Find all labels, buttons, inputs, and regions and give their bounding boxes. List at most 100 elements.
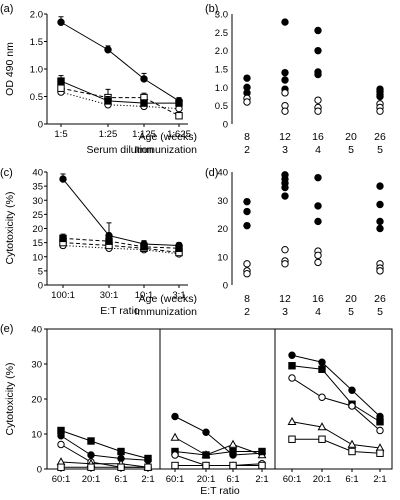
panel-e-point	[317, 422, 327, 431]
panel-e-y-tick-label: 20	[31, 395, 42, 406]
panel-b-age-row-label: Age (weeks)	[139, 131, 197, 143]
panel-b-filled-point	[281, 76, 289, 84]
panel-c-series-line	[62, 244, 180, 255]
panel-e-point	[171, 461, 179, 470]
panel-a-series-line	[60, 21, 180, 102]
panel-d-filled-point	[376, 217, 384, 226]
panel-c-y-tick-label: 15	[32, 238, 43, 249]
panel-c-x-tick-label: 30:1	[100, 290, 119, 301]
panel-a-x-tick-label: 1:125	[132, 129, 156, 140]
panel-e-point	[202, 461, 210, 470]
panel-e-point	[288, 435, 296, 443]
panel-e-point	[202, 451, 210, 459]
panel-b-filled-point	[376, 92, 384, 101]
panel-b-immunization-value: 2	[244, 144, 250, 156]
panel-a-y-tick-label: 1.0	[30, 65, 43, 76]
panel-e-x-tick-label: 20:1	[197, 474, 216, 485]
panel-d-filled-point	[243, 197, 251, 206]
panel-e: (e) 0 10 20 30 40 Cytotoxicity (%) 60:1 20:1 6:1…	[0, 323, 393, 497]
panel-e-y-label: Cytotoxicity (%)	[4, 363, 16, 436]
panel-c-x-tick-label: 10:1	[135, 290, 154, 301]
panel-a-x-tick-label: 1:5	[54, 129, 67, 140]
panel-e-series-line	[291, 421, 381, 449]
panel-e-x-tick-label: 2:1	[141, 474, 154, 485]
panel-c: (c) 0 5 10 15 20 25 30 35 40 100:1 30:1 10:1 3:1 Cyto…	[0, 167, 188, 317]
panel-a-point	[104, 97, 112, 105]
panel-d-open-point	[243, 260, 251, 268]
panel-a-series-line	[60, 80, 179, 104]
panel-b-open-point	[314, 96, 322, 104]
panel-e-x-tick-label: 2:1	[255, 474, 268, 485]
panel-e-point	[87, 451, 95, 459]
panel-b-filled-point	[314, 26, 322, 35]
panel-a-point	[57, 18, 65, 26]
panel-a-label: (a)	[0, 3, 13, 15]
panel-a-point	[175, 97, 183, 105]
panel-b-label: (b)	[205, 3, 218, 15]
panel-d-open-point	[314, 258, 322, 267]
panel-e-series-line	[174, 437, 263, 456]
panel-e-series-line	[291, 377, 381, 431]
panel-e-point	[258, 447, 266, 456]
panel-e-point	[171, 451, 179, 459]
panel-e-series-line	[174, 416, 263, 456]
panel-d-open-point	[281, 260, 289, 268]
panel-d-label: (d)	[205, 167, 218, 179]
panel-d-immunization-row-label: Immunization	[135, 306, 198, 318]
panel-e-point	[376, 426, 384, 435]
panel-e-point	[347, 439, 357, 448]
panel-a: (a) 0 0.5 1.0 1.5 2.0 1:5 1:25 1:125 1:625 OD 490…	[0, 3, 191, 156]
panel-e-y-tick-label: 10	[31, 430, 42, 441]
panel-d-y-tick-label: 10	[217, 252, 228, 263]
panel-a-y-label: OD 490 nm	[4, 42, 16, 96]
panel-e-point	[117, 463, 125, 471]
panel-e-point	[229, 447, 237, 456]
panel-e-point	[348, 402, 356, 410]
panel-e-point	[202, 428, 210, 436]
panel-e-x-tick-label: 20:1	[82, 474, 101, 485]
panel-d-age-value: 20	[345, 293, 357, 305]
panel-e-point	[117, 447, 125, 456]
panel-b-age-value: 20	[345, 131, 357, 143]
panel-e-y-tick-label: 40	[31, 325, 42, 336]
panel-d-filled-point	[376, 182, 384, 190]
panel-e-point	[376, 449, 384, 457]
panel-d-y-tick-label: 40	[217, 168, 228, 179]
panel-c-y-label: Cytotoxicity (%)	[4, 192, 16, 265]
panel-b-filled-point	[314, 70, 322, 79]
panel-c-y-tick-label: 0	[38, 281, 43, 292]
panel-d-age-value: 16	[312, 293, 324, 305]
panel-c-y-tick-label: 20	[32, 224, 43, 235]
panel-b-immunization-value: 3	[282, 144, 288, 156]
panel-e-x-label: E:T ratio	[200, 485, 240, 497]
panel-b-y-tick-label: 0.5	[215, 101, 228, 112]
panel-e-point	[318, 358, 326, 366]
panel-c-y-tick-label: 30	[32, 196, 43, 207]
panel-a-series-line	[60, 91, 180, 110]
panel-a-x-tick-label: 1:625	[167, 129, 191, 140]
panel-d-filled-point	[281, 192, 289, 200]
panel-c-series-line	[62, 242, 180, 254]
panel-d-filled-point	[314, 173, 322, 182]
panel-d-age-value: 12	[279, 293, 291, 305]
panel-a-point	[175, 112, 183, 120]
panel-e-x-tick-label: 20:1	[313, 474, 332, 485]
panel-e-point	[57, 432, 65, 440]
panel-e-series-line	[291, 365, 381, 423]
panel-b-immunization-value: 4	[315, 144, 321, 156]
panel-d-immunization-value: 5	[377, 306, 383, 318]
panel-b-filled-point	[243, 74, 251, 82]
panel-c-y-tick-label: 25	[32, 210, 43, 221]
panel-d-filled-point	[376, 200, 384, 209]
panel-c-series-line	[62, 237, 180, 249]
panel-e-x-tick-label: 60:1	[52, 474, 71, 485]
panel-a-point	[104, 46, 112, 54]
panel-b-filled-point	[281, 18, 289, 26]
panel-b-filled-point	[281, 68, 289, 77]
panel-c-x-tick-label: 3:1	[172, 290, 185, 301]
panel-e-point	[288, 362, 296, 370]
panel-c-y-tick-label: 10	[32, 252, 43, 263]
panel-b-age-value: 8	[244, 131, 250, 143]
panel-b: (b) 00.51.01.52.02.53.082123164205265Age…	[135, 3, 386, 156]
panel-e-point	[318, 365, 326, 373]
